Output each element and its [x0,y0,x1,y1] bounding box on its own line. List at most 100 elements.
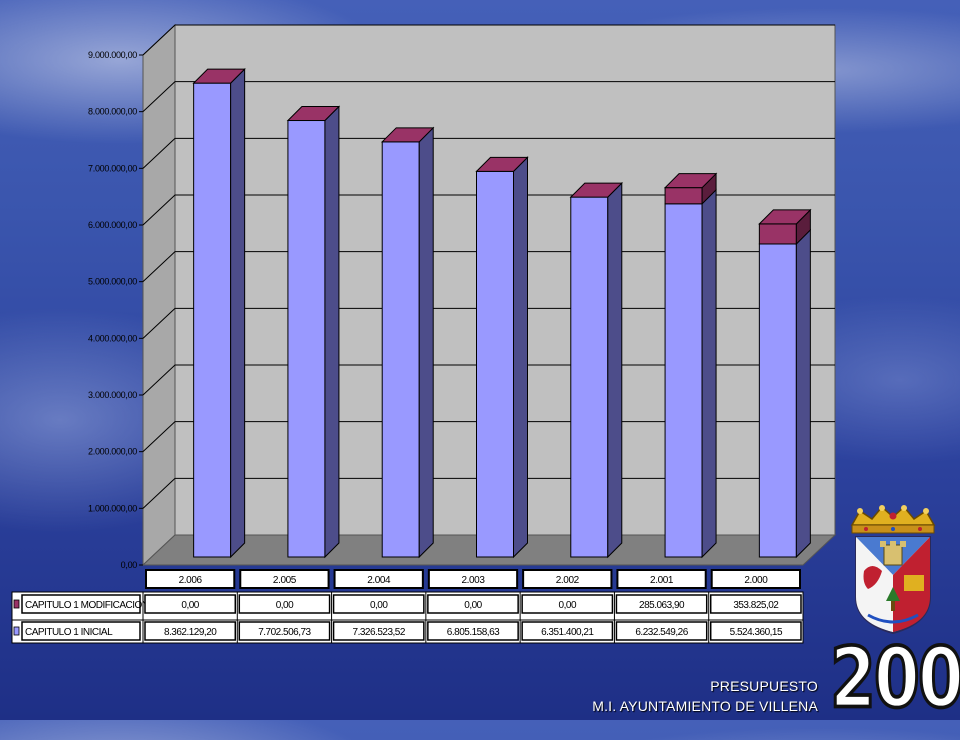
legend-label-box [21,594,141,614]
bar-top [192,68,246,84]
y-tick-label: 5.000.000,00 [88,277,137,287]
table-header-cell-inner [618,571,705,587]
table-value: 5.524.360,15 [730,627,783,638]
bar-inicial [381,141,420,558]
bar-inicial [758,243,797,558]
table-year-label: 2.004 [367,575,391,586]
table-value-box [427,621,519,641]
bar-modificacion [758,223,797,245]
y-tick-label: 0,00 [121,560,138,570]
bar-group-2.005 [286,105,341,559]
table-header-cell-inner [335,571,422,587]
bar-group-2.001 [663,172,718,559]
table-year-label: 2.002 [556,575,580,586]
bar-inicial-side [795,228,811,559]
table-year-label: 2.000 [744,575,768,586]
table-value-box [615,621,708,641]
gridline [142,81,835,113]
bar-top [663,173,718,189]
table-value: 7.702.506,73 [258,627,311,638]
y-tick-label: 6.000.000,00 [88,220,137,230]
bar-group-2.004 [381,126,435,559]
table-value: 8.362.129,20 [164,627,217,638]
bar-inicial-side [230,67,246,559]
y-tick-label: 3.000.000,00 [88,390,137,400]
y-tick-label: 4.000.000,00 [88,333,137,343]
villena-coat-of-arms-icon [850,505,936,635]
legend-label-box [21,621,141,641]
bar-group-2.002 [569,181,623,559]
legend-label: CAPITULO 1 INICIAL [25,627,113,638]
bar-top [381,127,435,143]
bar-inicial [193,82,232,558]
footer-title: PRESUPUESTO [710,678,818,694]
table-value: 0,00 [464,600,482,611]
table-value-box [615,594,708,614]
bar-inicial-side [324,105,340,559]
bar-top [475,156,529,172]
data-table: 2.006 2.005 2.004 2.003 2.002 2.001 2.000 CAPIT… [11,569,804,644]
y-tick-label: 8.000.000,00 [88,107,137,117]
table-year-label: 2.005 [273,575,297,586]
bar-top [286,106,341,122]
bar-inicial [570,196,609,558]
bar-inicial-side [701,188,717,559]
table-value: 0,00 [370,600,388,611]
table-value-box [709,594,802,614]
bar-inicial [664,203,703,558]
table-value: 0,00 [181,600,199,611]
bar-top [569,182,623,198]
bar-group-2.006 [192,67,246,559]
table-value-box [144,594,237,614]
table-value: 0,00 [276,600,294,611]
table-year-label: 2.001 [650,575,674,586]
table-value-box [332,594,425,614]
y-tick-label: 2.000.000,00 [88,447,137,457]
budget-chart: 0,00 1.000.000,00 2.000.000,00 3.000.000,00… [11,23,837,644]
table-value-box [427,594,519,614]
chart-bars [192,67,812,559]
gridline [142,137,835,169]
footer-subtitle: M.I. AYUNTAMIENTO DE VILLENA [592,698,818,714]
bar-inicial-side [607,181,623,559]
table-header-cell-inner [524,571,611,587]
legend-label: CAPITULO 1 MODIFICACION [25,600,149,611]
y-tick-label: 9.000.000,00 [88,50,137,60]
table-value-box [144,621,237,641]
bar-inicial-side [513,156,528,559]
table-value: 7.326.523,52 [353,627,406,638]
table-value-box [521,621,614,641]
table-value-box [238,594,331,614]
year-badge: 2006 [829,630,960,727]
legend-swatch [13,626,20,636]
bar-group-2.003 [475,156,529,559]
bar-inicial-side [418,126,434,559]
table-value: 6.232.549,26 [635,627,688,638]
table-header-cell-inner [147,571,234,587]
table-value-box [521,594,614,614]
table-value-box [238,621,331,641]
table-value-box [332,621,425,641]
side-wall [142,23,176,567]
table-value: 6.351.400,21 [541,627,594,638]
bar-group-2.000 [758,208,812,559]
table-year-label: 2.006 [179,575,203,586]
y-tick-label: 7.000.000,00 [88,163,137,173]
table-header-cell-inner [241,571,328,587]
bar-inicial [476,170,514,558]
table-year-label: 2.003 [461,575,485,586]
gridline [142,24,835,56]
bar-top [758,209,812,225]
bar-modificacion [664,187,703,205]
table-value: 0,00 [559,600,577,611]
table-value: 353.825,02 [733,600,779,611]
legend-swatch [13,599,20,609]
table-value: 6.805.158,63 [447,627,500,638]
table-value-box [709,621,802,641]
table-value: 285.063,90 [639,600,685,611]
table-header-cell-inner [712,571,799,587]
table-header-cell-inner [429,571,517,587]
y-tick-label: 1.000.000,00 [88,503,137,513]
bar-inicial [287,120,326,558]
y-axis-tick-labels: 0,00 1.000.000,00 2.000.000,00 3.000.000,00… [88,50,138,570]
